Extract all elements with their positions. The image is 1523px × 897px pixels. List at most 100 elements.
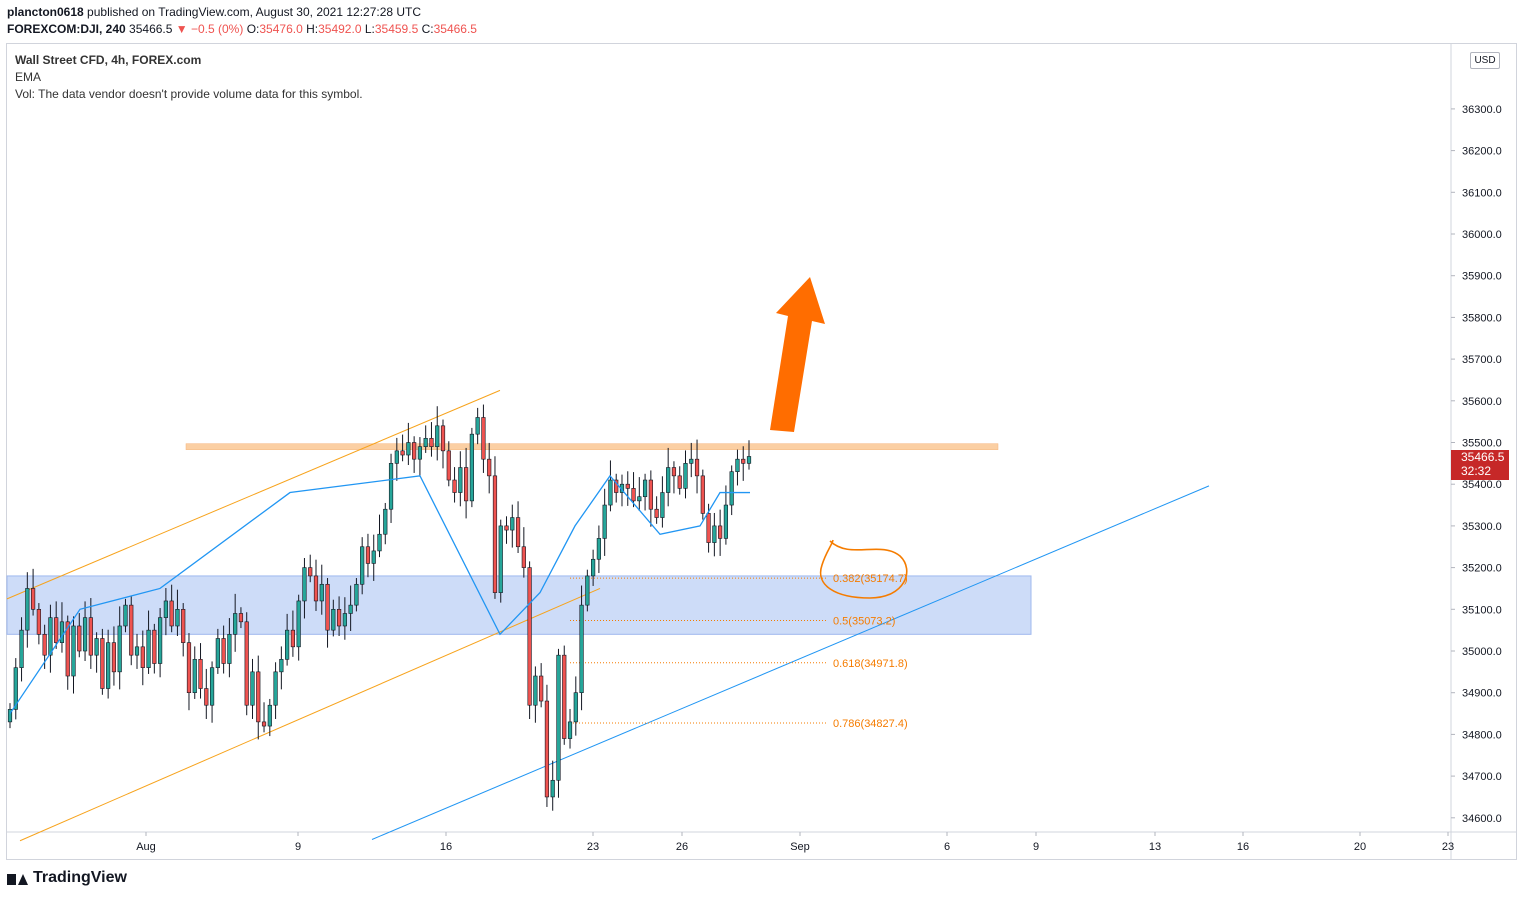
candle-body — [625, 483, 630, 489]
candle-body — [48, 617, 53, 656]
candle-body — [19, 629, 24, 668]
bar-countdown: 32:32 — [1461, 464, 1492, 478]
y-tick-label: 35600.0 — [1462, 396, 1502, 408]
y-tick-label: 35900.0 — [1462, 271, 1502, 283]
candle-body — [498, 525, 503, 593]
candle-body — [244, 621, 249, 706]
publish-header: plancton0618 published on TradingView.co… — [7, 5, 421, 19]
x-tick-label: 16 — [1237, 841, 1249, 853]
candle-body — [123, 604, 128, 627]
fib-level-label: 0.618(34971.8) — [833, 658, 908, 670]
y-tick-label: 35400.0 — [1462, 479, 1502, 491]
candle-body — [377, 533, 382, 552]
candle-body — [417, 446, 423, 460]
current-price-value: 35466.5 — [1461, 450, 1505, 464]
y-tick-label: 36300.0 — [1462, 104, 1502, 116]
open-label: O: — [246, 22, 260, 36]
candle-body — [94, 638, 99, 656]
candle-body — [544, 700, 550, 798]
x-tick-label: 20 — [1354, 841, 1366, 853]
ascending-trendline — [371, 485, 1210, 840]
y-tick-label: 34600.0 — [1462, 813, 1502, 825]
y-tick-label: 35700.0 — [1462, 354, 1502, 366]
low-label: L: — [364, 22, 375, 36]
candle-body — [481, 417, 486, 460]
candle-body — [521, 546, 526, 568]
legend-ema[interactable]: EMA — [15, 70, 42, 84]
candle-body — [539, 675, 544, 702]
candle-body — [400, 450, 405, 456]
x-tick-label: 6 — [944, 841, 950, 853]
candle-body — [227, 634, 232, 664]
y-tick-label: 34700.0 — [1462, 771, 1502, 783]
currency-button[interactable]: USD — [1470, 52, 1500, 69]
chart-frame — [6, 43, 1517, 860]
candle-body — [608, 479, 613, 506]
candle-body — [7, 709, 13, 723]
candle-body — [233, 613, 238, 635]
candle-body — [13, 667, 18, 710]
open-value: 35476.0 — [259, 22, 303, 36]
candle-body — [515, 517, 521, 548]
high-label: H: — [306, 22, 319, 36]
candle-body — [475, 417, 480, 435]
candle-body — [729, 471, 734, 506]
candle-body — [100, 638, 105, 689]
y-tick-label: 35200.0 — [1462, 563, 1502, 575]
candle-body — [689, 458, 694, 464]
candle-body — [106, 642, 111, 689]
candle-body — [25, 588, 30, 631]
y-tick-label: 36200.0 — [1462, 146, 1502, 158]
candle-body — [342, 613, 347, 627]
tradingview-footer[interactable]: TradingView — [7, 869, 127, 887]
x-tick-label: Sep — [790, 841, 810, 853]
candle-body — [735, 458, 740, 472]
y-tick-label: 36000.0 — [1462, 229, 1502, 241]
candle-body — [406, 442, 411, 456]
candle-body — [602, 504, 607, 539]
candle-body — [117, 625, 122, 673]
candle-body — [429, 438, 434, 447]
close-label: C: — [421, 22, 434, 36]
symbol-label: FOREXCOM:DJI, 240 — [7, 22, 126, 36]
y-tick-label: 35000.0 — [1462, 646, 1502, 658]
candle-body — [285, 629, 290, 660]
candle-body — [238, 613, 244, 623]
chart-legend: Wall Street CFD, 4h, FOREX.com EMA Vol: … — [15, 52, 363, 103]
candle-body — [723, 504, 729, 539]
candle-body — [567, 721, 573, 739]
candle-body — [550, 779, 555, 798]
candle-body — [163, 600, 168, 618]
legend-title[interactable]: Wall Street CFD, 4h, FOREX.com — [15, 53, 202, 67]
candle-body — [54, 617, 59, 643]
candle-body — [158, 617, 163, 664]
x-tick-label: 23 — [587, 841, 599, 853]
candle-body — [388, 463, 394, 510]
candle-body — [215, 638, 220, 668]
publisher-name[interactable]: plancton0618 — [7, 5, 84, 19]
y-tick-label: 34900.0 — [1462, 688, 1502, 700]
candle-body — [458, 467, 463, 493]
candle-body — [469, 433, 474, 502]
candle-body — [452, 479, 457, 493]
candle-body — [111, 642, 117, 673]
candle-body — [267, 704, 272, 727]
hand-drawn-circle — [819, 539, 908, 599]
candle-body — [181, 608, 186, 643]
candle-body — [677, 475, 682, 489]
y-tick-label: 35300.0 — [1462, 521, 1502, 533]
candle-body — [360, 546, 365, 585]
candle-body — [221, 638, 226, 664]
candle-body — [631, 488, 636, 502]
candle-body — [579, 604, 584, 694]
candle-body — [596, 538, 601, 560]
candle-body — [585, 575, 590, 606]
candle-body — [140, 646, 145, 668]
fib-level-label: 0.786(34827.4) — [833, 718, 908, 730]
candle-body — [88, 617, 93, 656]
candle-body — [412, 442, 417, 460]
candle-body — [186, 642, 192, 693]
tradingview-logo-icon — [7, 871, 29, 885]
candle-body — [296, 600, 301, 648]
